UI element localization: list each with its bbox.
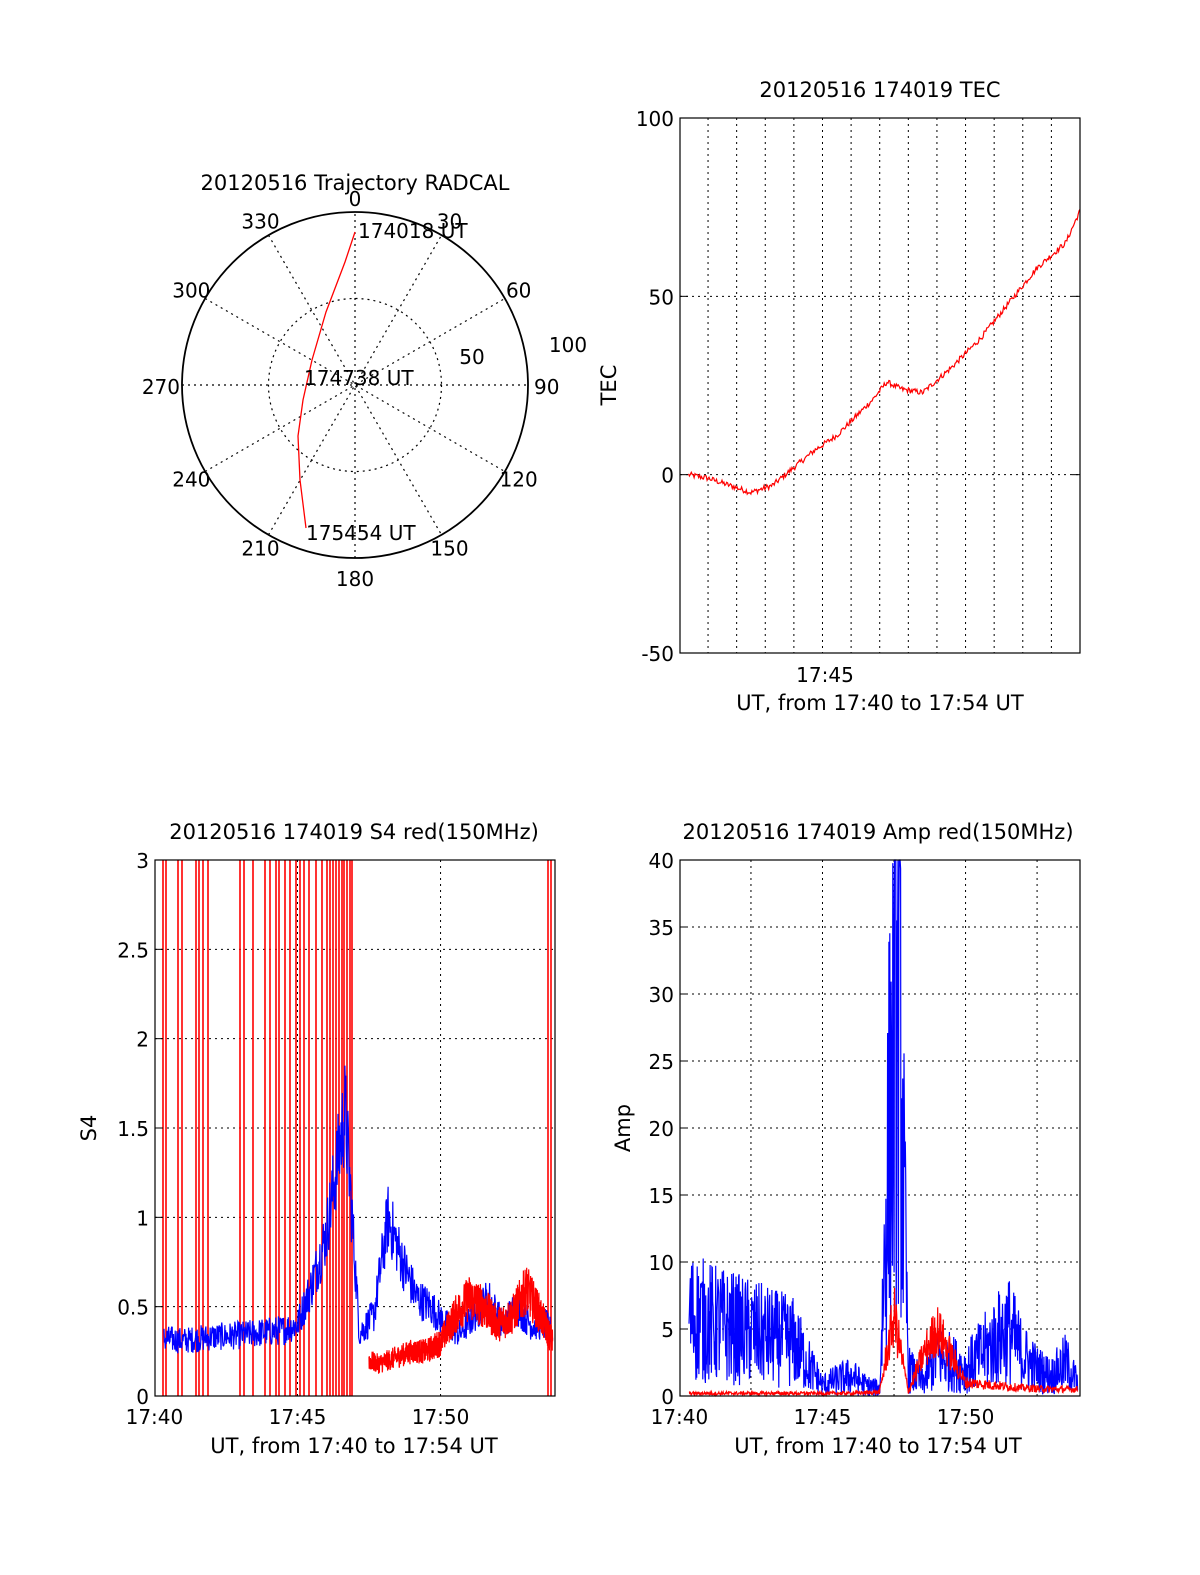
amp-ytick-label: 20 xyxy=(649,1117,674,1141)
s4-y-ticks: 0 0.5 1 1.5 2 2.5 3 xyxy=(117,849,163,1409)
polar-spoke-150 xyxy=(267,234,443,536)
tec-xtick-label: 17:45 xyxy=(796,663,854,687)
polar-azimuth-label: 150 xyxy=(430,537,468,561)
s4-xlabel: UT, from 17:40 to 17:54 UT xyxy=(210,1434,498,1458)
polar-azimuth-label: 330 xyxy=(241,209,279,233)
amp-ytick-label: 0 xyxy=(661,1385,674,1409)
polar-azimuth-label: 270 xyxy=(142,375,180,399)
trajectory-title: 20120516 Trajectory RADCAL xyxy=(201,171,510,195)
amp-x-ticks: 17:40 17:45 17:50 xyxy=(651,1405,995,1429)
tec-grid xyxy=(680,118,1080,653)
amp-blue-series-line xyxy=(688,859,1079,1397)
amp-y-ticks: 0 5 10 15 20 25 30 35 40 xyxy=(649,849,688,1409)
s4-grid xyxy=(155,860,555,1396)
amp-xtick-label: 17:40 xyxy=(651,1405,709,1429)
s4-xtick-label: 17:45 xyxy=(269,1405,327,1429)
amp-ytick-label: 25 xyxy=(649,1050,674,1074)
tec-frame xyxy=(679,117,1081,654)
trajectory-polar-plot: 20120516 Trajectory RADCAL 0 30 60 90 120 150… xyxy=(142,171,587,591)
s4-xtick-label: 17:50 xyxy=(412,1405,470,1429)
polar-azimuth-label: 120 xyxy=(500,468,538,492)
s4-ytick-label: 2.5 xyxy=(117,938,149,962)
tec-plot: 20120516 174019 TEC 100 50 0 -50 17:45 UT, … xyxy=(597,78,1081,715)
s4-red-series-line xyxy=(368,1267,554,1374)
amp-ytick-label: 10 xyxy=(649,1251,674,1275)
amp-ytick-label: 35 xyxy=(649,916,674,940)
tec-ytick-label: 0 xyxy=(661,464,674,488)
polar-azimuth-labels: 0 30 60 90 120 150 180 210 240 270 300 330 xyxy=(142,187,560,591)
amp-ytick-label: 30 xyxy=(649,983,674,1007)
s4-xtick-label: 17:40 xyxy=(126,1405,184,1429)
polar-azimuth-label: 300 xyxy=(172,279,210,303)
polar-azimuth-label: 30 xyxy=(437,209,462,233)
annotation-end-time: 175454 UT xyxy=(306,521,416,545)
amp-ytick-label: 5 xyxy=(661,1318,674,1342)
amp-xtick-label: 17:50 xyxy=(937,1405,995,1429)
tec-ylabel: TEC xyxy=(597,365,621,407)
s4-ytick-label: 1.5 xyxy=(117,1117,149,1141)
tec-title: 20120516 174019 TEC xyxy=(759,78,1000,102)
s4-plot: 20120516 174019 S4 red(150MHz) 0 0.5 1 1.5 2… xyxy=(77,820,556,1458)
tec-ytick-label: -50 xyxy=(641,642,674,666)
polar-azimuth-label: 60 xyxy=(506,279,531,303)
s4-ylabel: S4 xyxy=(77,1115,101,1142)
trajectory-line xyxy=(297,231,356,529)
amp-ytick-label: 40 xyxy=(649,849,674,873)
polar-azimuth-label: 0 xyxy=(349,187,362,211)
annotation-mid-time: 174738 UT xyxy=(304,366,414,390)
polar-spoke-30 xyxy=(267,234,443,536)
tec-ytick-label: 100 xyxy=(636,107,674,131)
polar-azimuth-label: 90 xyxy=(534,375,559,399)
amp-xtick-label: 17:45 xyxy=(794,1405,852,1429)
tec-ytick-label: 50 xyxy=(649,285,674,309)
amp-title: 20120516 174019 Amp red(150MHz) xyxy=(682,820,1073,844)
amp-red-series-line xyxy=(688,1287,1079,1398)
tec-y-ticks: 100 50 0 -50 xyxy=(636,107,1080,666)
polar-grid xyxy=(181,211,529,559)
amp-plot: 20120516 174019 Amp red(150MHz) 0 5 10 15 20… xyxy=(611,820,1081,1458)
polar-radius-label-100: 100 xyxy=(549,333,587,357)
polar-spoke-120 xyxy=(204,297,506,473)
amp-xlabel: UT, from 17:40 to 17:54 UT xyxy=(734,1434,1022,1458)
s4-x-ticks: 17:40 17:45 17:50 xyxy=(126,1405,470,1429)
polar-spoke-60 xyxy=(204,297,506,473)
amp-ylabel: Amp xyxy=(611,1104,635,1152)
s4-ytick-label: 2 xyxy=(136,1028,149,1052)
s4-ytick-label: 0.5 xyxy=(117,1296,149,1320)
polar-azimuth-label: 180 xyxy=(336,567,374,591)
polar-azimuth-label: 210 xyxy=(241,537,279,561)
amp-ytick-label: 15 xyxy=(649,1184,674,1208)
s4-ytick-label: 1 xyxy=(136,1206,149,1230)
s4-ytick-label: 3 xyxy=(136,849,149,873)
tec-xlabel: UT, from 17:40 to 17:54 UT xyxy=(736,691,1024,715)
polar-radius-label-50: 50 xyxy=(459,345,484,369)
polar-azimuth-label: 240 xyxy=(172,468,210,492)
annotation-start-time: 174018 UT xyxy=(358,219,468,243)
s4-title: 20120516 174019 S4 red(150MHz) xyxy=(169,820,539,844)
tec-series-line xyxy=(687,208,1081,496)
s4-ytick-label: 0 xyxy=(136,1385,149,1409)
